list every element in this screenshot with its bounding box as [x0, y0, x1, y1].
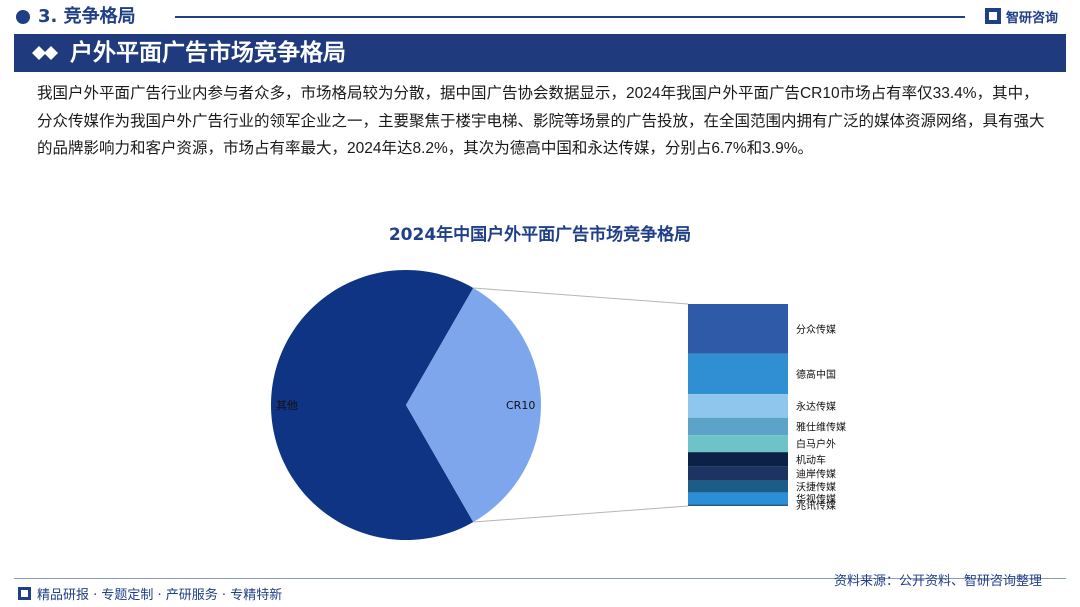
bar-label-3: 永达传媒 [796, 400, 836, 413]
bar-segment-10 [688, 504, 788, 506]
bar-segment-8 [688, 480, 788, 493]
section-title: 3. 竞争格局 [38, 6, 136, 27]
section-divider [175, 16, 965, 18]
bar-label-6: 机动车 [796, 453, 826, 466]
connector-line-bottom [473, 505, 689, 523]
footer-services: 精品研报 · 专题定制 · 产研服务 · 专精特新 [37, 588, 283, 603]
section-bullet-icon [16, 10, 30, 24]
bar-label-1: 分众传媒 [796, 324, 836, 336]
bar-label-7: 迪岸传媒 [796, 469, 836, 481]
bar-segment-7 [688, 466, 788, 481]
bar-label-10: 兆讯传媒 [796, 500, 836, 512]
bar-label-4: 雅仕维传媒 [796, 420, 846, 433]
bar-label-8: 沃捷传媒 [796, 481, 836, 494]
diamonds-icon [32, 46, 58, 60]
title-banner: 户外平面广告市场竞争格局 [14, 34, 1066, 72]
bar-segment-6 [688, 452, 788, 467]
bar-segment-4 [688, 417, 788, 436]
chart-title: 2024年中国户外平面广告市场竞争格局 [388, 225, 692, 245]
brand-name: 智研咨询 [1006, 10, 1059, 26]
connector-line-top [473, 287, 689, 305]
brand-logo-icon [985, 8, 1001, 24]
top-bar: 3. 竞争格局 智研咨询 [0, 0, 1080, 34]
bar-segment-1 [688, 304, 788, 354]
bar-segment-2 [688, 353, 788, 395]
bar-segment-3 [688, 394, 788, 418]
bar-segment-9 [688, 492, 788, 505]
bar-label-2: 德高中国 [796, 368, 836, 381]
pie-slice-cr10 [406, 287, 541, 523]
footer-logo-icon [18, 587, 31, 600]
bar-label-9: 华视传媒 [796, 492, 836, 505]
pie-slice-other [270, 270, 474, 541]
source-note: 资料来源：公开资料、智研咨询整理 [833, 574, 1042, 589]
brand: 智研咨询 [985, 6, 1058, 26]
description-paragraph: 我国户外平面广告行业内参与者众多，市场格局较为分散，据中国广告协会数据显示，20… [37, 85, 1045, 157]
bar-segment-5 [688, 435, 788, 453]
footer-divider [14, 578, 1066, 579]
pie-label-other: 其他 [276, 399, 298, 412]
bar-label-5: 白马户外 [796, 438, 836, 451]
footer-left: 精品研报 · 专题定制 · 产研服务 · 专精特新 [18, 584, 282, 603]
banner-title: 户外平面广告市场竞争格局 [70, 40, 346, 66]
pie-label-cr10: CR10 [506, 399, 535, 412]
